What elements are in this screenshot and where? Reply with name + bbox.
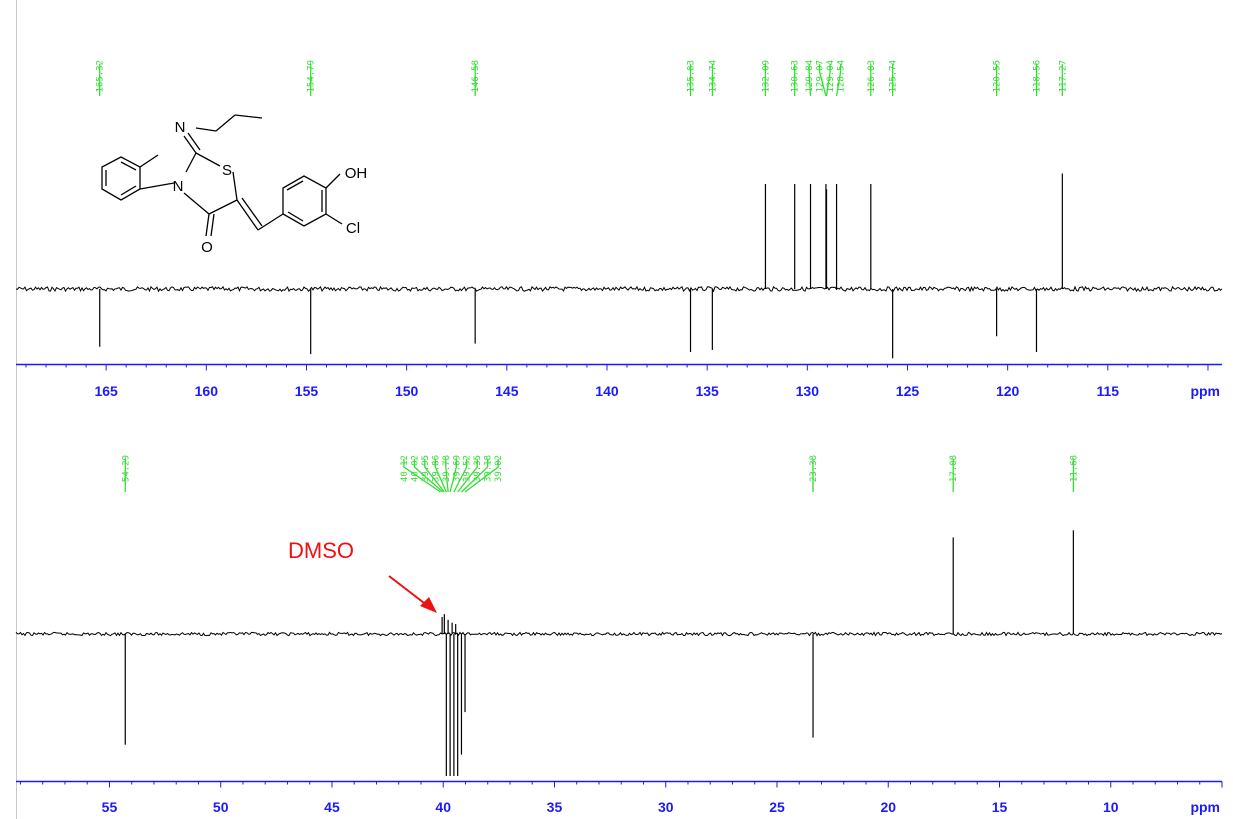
peak-label: 39.69 (452, 455, 462, 482)
peak-label: 23.38 (809, 455, 819, 482)
dmso-arrowhead (420, 597, 437, 613)
peak-connector (464, 459, 499, 493)
peak-label: 125.74 (889, 60, 899, 93)
peak-label: 130.63 (791, 60, 801, 93)
tick-label: 145 (495, 383, 519, 399)
tick-label: 125 (896, 383, 920, 399)
peak-label: 154.79 (307, 60, 317, 93)
peak-label: 132.09 (761, 60, 771, 93)
peak-label: 39.18 (484, 455, 494, 482)
bottom-axis-ticks: 55 50 45 40 35 30 25 20 15 10 (19, 781, 1223, 815)
tolyl-ring (101, 156, 141, 201)
peak-connector (461, 459, 489, 493)
peak-label: 17.08 (949, 455, 959, 482)
baseline-noise (15, 285, 1223, 293)
tick-label: 55 (102, 799, 118, 815)
atom-label: O (201, 239, 213, 256)
peak-label: 129.04 (826, 60, 836, 93)
peak-connector (445, 459, 449, 493)
peak-connector (413, 459, 444, 493)
peak-label: 117.27 (1058, 60, 1068, 93)
dmso-annotation: DMSO (288, 538, 354, 563)
top-axis-ticks: 165 160 155 150 145 140 135 130 125 120 115 (25, 364, 1209, 399)
peak-connector (835, 64, 842, 97)
tick-label: 45 (324, 799, 340, 815)
peak-label: 39.52 (463, 455, 473, 482)
tick-label: 20 (880, 799, 896, 815)
dmso-arrow (388, 575, 429, 607)
tick-label: 135 (695, 383, 719, 399)
top-peak-labels: 165.32 154.79 146.58 135.83 134.74 132.09 130.… (96, 60, 1069, 93)
chemical-structure (101, 114, 343, 237)
peak-label: 118.56 (1033, 60, 1043, 93)
peak-label: 39.35 (473, 455, 483, 482)
peak-connector (453, 459, 468, 493)
tick-label: 25 (769, 799, 785, 815)
bottom-trace (15, 530, 1223, 776)
atom-label: S (222, 162, 232, 179)
peak-label: 165.32 (96, 60, 106, 93)
peak-label: 129.84 (805, 60, 815, 93)
tick-label: 40 (435, 799, 451, 815)
peak-label: 39.78 (442, 455, 452, 482)
peak-label: 11.68 (1069, 455, 1079, 482)
bottom-peak-labels: 54.29 40.12 40.02 39.95 39.86 39.78 39.69 39.52… (121, 455, 1079, 482)
peak-connector (449, 459, 457, 493)
peak-connector (403, 459, 441, 493)
tick-label: 10 (1103, 799, 1119, 815)
bottom-spectrum: 54.29 40.12 40.02 39.95 39.86 39.78 39.69 39.52… (15, 455, 1223, 815)
tick-label: 130 (796, 383, 820, 399)
atom-label: N (175, 119, 186, 136)
peak-connector (434, 459, 447, 493)
methyl-bond (139, 154, 159, 168)
tick-label: 165 (94, 383, 118, 399)
peak-label: 126.83 (867, 60, 877, 93)
bottom-x-axis-unit: ppm (1190, 799, 1220, 815)
tick-label: 30 (658, 799, 674, 815)
tick-label: 160 (195, 383, 219, 399)
top-spectrum: 165.32 154.79 146.58 135.83 134.74 132.09 130.… (15, 60, 1223, 399)
structure-atoms: N S OH N Cl O (173, 119, 368, 256)
peak-label: 54.29 (121, 455, 131, 482)
peak-connector (424, 459, 445, 493)
tick-label: 115 (1097, 383, 1120, 399)
peak-connector (818, 64, 827, 97)
peak-label: 134.74 (708, 60, 718, 93)
peak-connector (457, 459, 478, 493)
top-trace (15, 173, 1223, 359)
peak-label: 135.83 (687, 60, 697, 93)
atom-label: N (173, 178, 184, 195)
peak-label: 39.02 (494, 455, 504, 482)
peak-label: 120.55 (993, 60, 1003, 93)
tick-label: 50 (213, 799, 229, 815)
top-peak-connectors (99, 64, 1063, 97)
phenol-ring (282, 175, 327, 227)
tick-label: 15 (992, 799, 1008, 815)
top-x-axis-unit: ppm (1190, 383, 1220, 399)
baseline-noise (15, 631, 1223, 637)
tick-label: 120 (996, 383, 1020, 399)
atom-label: OH (345, 165, 368, 182)
peak-connector (808, 64, 812, 97)
atom-label: Cl (346, 220, 360, 237)
peak-label: 128.54 (837, 60, 847, 93)
tick-label: 140 (595, 383, 619, 399)
peak-connector (825, 64, 831, 97)
tick-label: 155 (295, 383, 319, 399)
tick-label: 150 (395, 383, 419, 399)
peak-label: 146.58 (471, 60, 481, 93)
bottom-peak-connectors (124, 459, 1075, 493)
tick-label: 35 (547, 799, 563, 815)
peak-label: 40.12 (400, 455, 410, 482)
